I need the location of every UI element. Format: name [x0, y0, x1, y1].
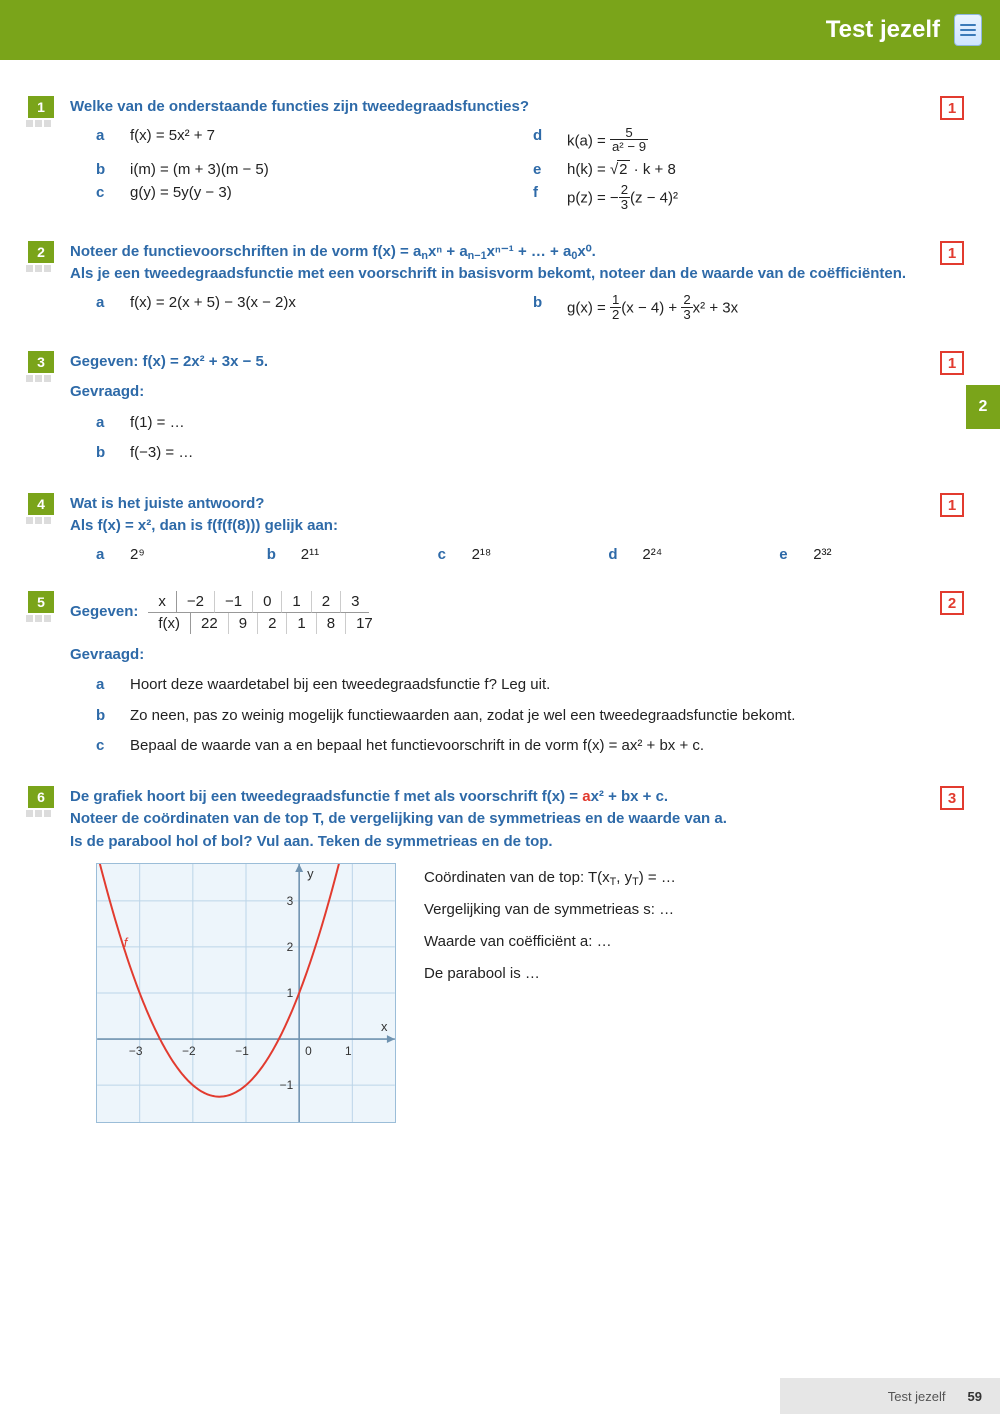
table-cell: −1 [215, 591, 253, 613]
table-cell: 2 [312, 591, 341, 613]
svg-text:1: 1 [345, 1044, 352, 1058]
given-row: Gegeven: x −2−10123 f(x) 22921817 [70, 591, 950, 634]
option-c-text: g(y) = 5y(y − 3) [130, 184, 232, 213]
option-d: d k(a) = 5a² − 9 [533, 127, 950, 156]
sub-list: aHoort deze waardetabel bij een tweedegr… [96, 674, 950, 758]
given-text: Gegeven: f(x) = 2x² + 3x − 5. [70, 351, 950, 374]
value-table: x −2−10123 f(x) 22921817 [148, 591, 382, 634]
option-e: e h(k) = 2 · k + 8 [533, 161, 950, 178]
graph-area: −3 −2 −1 0 1 −1 1 2 3 x y f Coördinaten van de top:… [96, 863, 950, 1123]
header-bar: Test jezelf [0, 0, 1000, 60]
question-text: Wat is het juiste antwoord?Als f(x) = x²… [70, 493, 950, 538]
page-number: 59 [968, 1389, 982, 1404]
table-cell: 3 [341, 591, 369, 613]
footer-label: Test jezelf [888, 1389, 946, 1404]
option-f: f p(z) = −23(z − 4)² [533, 184, 950, 213]
question-text: Welke van de onderstaande functies zijn … [70, 96, 950, 119]
exercise-number: 2 [28, 241, 54, 263]
asked-text: Gevraagd: [70, 644, 950, 667]
option-b: bi(m) = (m + 3)(m − 5) [96, 161, 513, 178]
exercise-number: 5 [28, 591, 54, 613]
option-grid: af(x) = 2(x + 5) − 3(x − 2)x b g(x) = 12… [96, 294, 950, 323]
content: 1 1 Welke van de onderstaande functies z… [0, 60, 1000, 1123]
exercise-number: 3 [28, 351, 54, 373]
graph-svg: −3 −2 −1 0 1 −1 1 2 3 x y f [97, 864, 395, 1122]
table-cell: 9 [229, 613, 258, 634]
marks-badge: 1 [940, 493, 964, 517]
difficulty-dots [26, 615, 51, 622]
exercise-number: 4 [28, 493, 54, 515]
difficulty-dots [26, 810, 51, 817]
marks-badge: 2 [940, 591, 964, 615]
notes-icon [954, 14, 982, 46]
svg-text:y: y [307, 866, 314, 881]
graph-answers: Coördinaten van de top: T(xT, yT) = … Ve… [424, 863, 950, 1123]
svg-text:1: 1 [287, 986, 294, 1000]
table-cell: 2 [258, 613, 287, 634]
question-text: De grafiek hoort bij een tweedegraadsfun… [70, 786, 950, 854]
difficulty-dots [26, 517, 51, 524]
option-e-text: h(k) = 2 · k + 8 [567, 161, 676, 178]
option-a: af(x) = 5x² + 7 [96, 127, 513, 156]
svg-text:2: 2 [287, 940, 294, 954]
svg-text:f: f [124, 935, 129, 950]
option-a: af(x) = 2(x + 5) − 3(x − 2)x [96, 294, 513, 323]
exercise-2: 2 1 Noteer de functievoorschriften in de… [70, 241, 950, 323]
exercise-5: 5 2 Gegeven: x −2−10123 f(x) 22921817 Ge… [70, 591, 950, 758]
exercise-3: 3 1 Gegeven: f(x) = 2x² + 3x − 5. Gevraa… [70, 351, 950, 465]
option-c: cg(y) = 5y(y − 3) [96, 184, 513, 213]
option-grid: af(x) = 5x² + 7 d k(a) = 5a² − 9 bi(m) =… [96, 127, 950, 213]
difficulty-dots [26, 265, 51, 272]
marks-badge: 3 [940, 786, 964, 810]
marks-badge: 1 [940, 241, 964, 265]
difficulty-dots [26, 375, 51, 382]
exercise-number: 1 [28, 96, 54, 118]
difficulty-dots [26, 120, 51, 127]
parabola-graph: −3 −2 −1 0 1 −1 1 2 3 x y f [96, 863, 396, 1123]
svg-text:−1: −1 [280, 1078, 294, 1092]
table-cell: −2 [177, 591, 215, 613]
sub-list: af(1) = … bf(−3) = … [96, 412, 950, 465]
table-cell: 0 [253, 591, 282, 613]
option-a-text: f(x) = 5x² + 7 [130, 127, 215, 156]
exercise-6: 6 3 De grafiek hoort bij een tweedegraad… [70, 786, 950, 1124]
exercise-4: 4 1 Wat is het juiste antwoord?Als f(x) … [70, 493, 950, 563]
mc-options: a2⁹ b2¹¹ c2¹⁸ d2²⁴ e2³² [96, 546, 950, 563]
table-cell: 1 [282, 591, 311, 613]
exercise-1: 1 1 Welke van de onderstaande functies z… [70, 96, 950, 213]
option-d-text: k(a) = 5a² − 9 [567, 127, 648, 156]
svg-text:−1: −1 [235, 1044, 249, 1058]
option-b: b g(x) = 12(x − 4) + 23x² + 3x [533, 294, 950, 323]
table-cell: 22 [191, 613, 229, 634]
page-title: Test jezelf [826, 16, 940, 44]
page: Test jezelf 2 1 1 Welke van de onderstaa… [0, 0, 1000, 1414]
page-footer: Test jezelf 59 [780, 1378, 1000, 1414]
asked-text: Gevraagd: [70, 381, 950, 404]
table-cell: 17 [346, 613, 383, 634]
table-cell: 8 [317, 613, 346, 634]
svg-text:3: 3 [287, 894, 294, 908]
marks-badge: 1 [940, 96, 964, 120]
exercise-number: 6 [28, 786, 54, 808]
option-f-text: p(z) = −23(z − 4)² [567, 184, 678, 213]
svg-text:−3: −3 [129, 1044, 143, 1058]
svg-text:−2: −2 [182, 1044, 196, 1058]
svg-text:0: 0 [305, 1044, 312, 1058]
question-text: Noteer de functievoorschriften in de vor… [70, 241, 950, 286]
marks-badge: 1 [940, 351, 964, 375]
svg-text:x: x [381, 1019, 388, 1034]
table-cell: 1 [287, 613, 316, 634]
option-b-text: i(m) = (m + 3)(m − 5) [130, 161, 269, 178]
